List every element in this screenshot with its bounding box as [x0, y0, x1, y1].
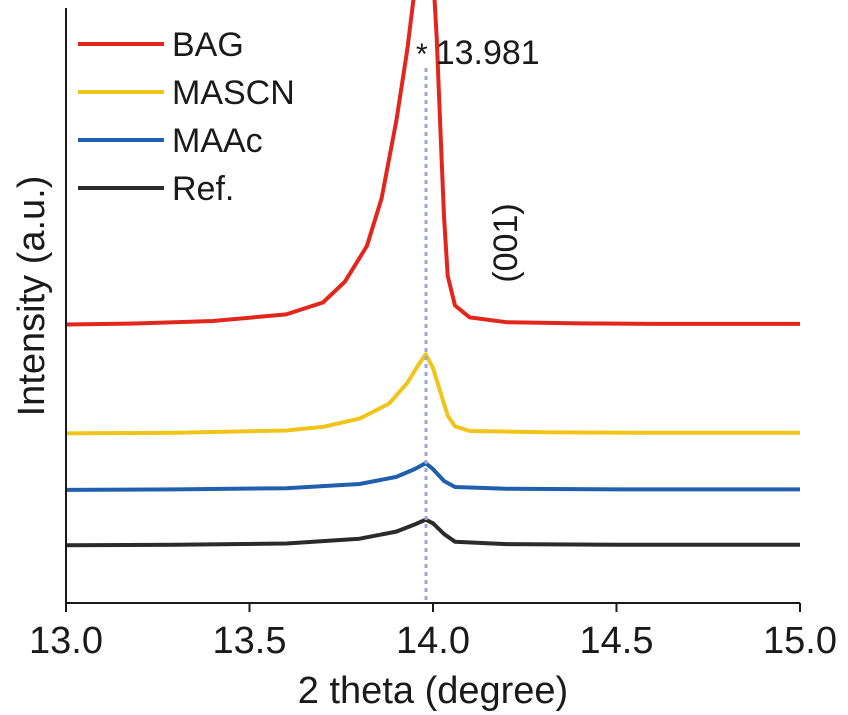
- series-line-maac: [65, 461, 800, 492]
- x-tick-label: 14.0: [396, 620, 470, 662]
- series-line-ref: [65, 517, 800, 548]
- x-tick-label: 13.0: [29, 620, 103, 662]
- legend-label: BAG: [172, 26, 244, 64]
- x-ticks: 13.0 13.5 14.0 14.5 15.0: [29, 603, 837, 662]
- peak-label: * 13.981: [416, 34, 540, 72]
- x-tick-label: 13.5: [213, 620, 287, 662]
- series-line-bag: [65, 0, 800, 327]
- x-tick-label: 14.5: [580, 620, 654, 662]
- x-tick-label: 15.0: [763, 620, 837, 662]
- y-axis-label: Intensity (a.u.): [11, 176, 53, 417]
- legend-label: MASCN: [172, 74, 295, 112]
- x-axis-label: 2 theta (degree): [298, 670, 568, 712]
- series-line-mascn: [65, 352, 800, 436]
- peak-value: 13.981: [436, 34, 540, 72]
- legend-label: Ref.: [172, 170, 234, 208]
- legend: BAG MASCN MAAc Ref.: [78, 26, 295, 208]
- plane-label: (001): [487, 203, 525, 282]
- legend-label: MAAc: [172, 122, 263, 160]
- peak-star: *: [416, 38, 428, 71]
